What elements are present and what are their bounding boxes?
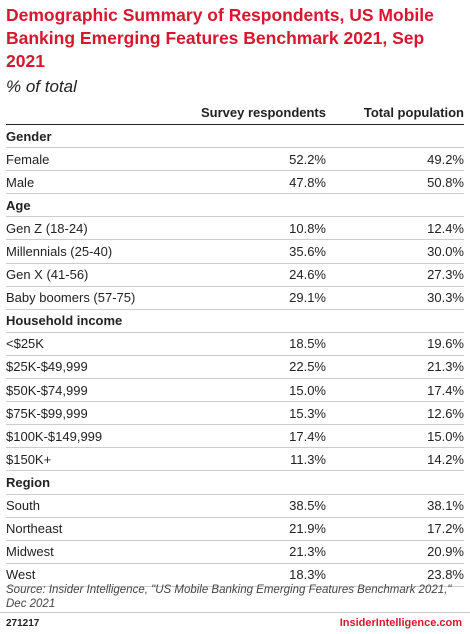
cell: 38.1%	[344, 494, 464, 518]
cell: 15.3%	[166, 401, 344, 426]
cell: 35.6%	[166, 239, 344, 264]
section-label: Region	[6, 470, 464, 495]
cell: 47.8%	[166, 170, 344, 195]
data-row: Gen Z (18-24) 10.8% 12.4%	[6, 216, 464, 241]
row-label: $25K-$49,999	[6, 355, 166, 380]
header-row: Survey respondents Total population	[6, 100, 464, 125]
data-row: West 18.3% 23.8%	[6, 563, 464, 587]
row-label: Millennials (25-40)	[6, 239, 166, 264]
cell: 38.5%	[166, 494, 344, 518]
data-row: Male 47.8% 50.8%	[6, 170, 464, 195]
subtitle: % of total	[6, 77, 77, 96]
cell: 17.4%	[344, 378, 464, 403]
row-label: $150K+	[6, 447, 166, 472]
section-label: Age	[6, 193, 464, 218]
cell: 21.3%	[166, 540, 344, 564]
cell: 10.8%	[166, 216, 344, 241]
cell: 30.3%	[344, 286, 464, 310]
section-row: Gender	[6, 124, 464, 149]
footer: 271217 InsiderIntelligence.com	[0, 612, 470, 634]
data-row: $100K-$149,999 17.4% 15.0%	[6, 424, 464, 449]
row-label: West	[6, 563, 166, 587]
cell: 15.0%	[166, 378, 344, 403]
data-row: South 38.5% 38.1%	[6, 494, 464, 518]
row-label: Female	[6, 147, 166, 172]
cell: 11.3%	[166, 447, 344, 472]
row-label: Gen Z (18-24)	[6, 216, 166, 241]
data-row: Northeast 21.9% 17.2%	[6, 517, 464, 541]
title: Demographic Summary of Respondents, US M…	[6, 5, 434, 71]
cell: 18.3%	[166, 563, 344, 587]
data-row: $150K+ 11.3% 14.2%	[6, 447, 464, 472]
cell: 12.6%	[344, 401, 464, 426]
data-row: Baby boomers (57-75) 29.1% 30.3%	[6, 286, 464, 310]
section-row: Household income	[6, 309, 464, 333]
data-row: <$25K 18.5% 19.6%	[6, 332, 464, 356]
cell: 14.2%	[344, 447, 464, 472]
cell: 18.5%	[166, 332, 344, 356]
cell: 22.5%	[166, 355, 344, 380]
cell: 12.4%	[344, 216, 464, 241]
cell: 17.2%	[344, 517, 464, 541]
cell: 24.6%	[166, 263, 344, 287]
row-label: <$25K	[6, 332, 166, 356]
cell: 21.9%	[166, 517, 344, 541]
cell: 50.8%	[344, 170, 464, 195]
row-label: $50K-$74,999	[6, 378, 166, 403]
data-row: Midwest 21.3% 20.9%	[6, 540, 464, 564]
corner	[6, 100, 166, 125]
data-table: Survey respondents Total population Gend…	[6, 100, 464, 587]
column-header: Survey respondents	[166, 100, 344, 125]
cell: 17.4%	[166, 424, 344, 449]
cell: 52.2%	[166, 147, 344, 172]
row-label: $100K-$149,999	[6, 424, 166, 449]
row-label: Midwest	[6, 540, 166, 564]
cell: 15.0%	[344, 424, 464, 449]
row-label: Gen X (41-56)	[6, 263, 166, 287]
cell: 49.2%	[344, 147, 464, 172]
cell: 30.0%	[344, 239, 464, 264]
row-label: South	[6, 494, 166, 518]
data-row: Female 52.2% 49.2%	[6, 147, 464, 172]
section-row: Age	[6, 193, 464, 218]
cell: 23.8%	[344, 563, 464, 587]
source: Source: Insider Intelligence, "US Mobile…	[6, 584, 452, 610]
section-label: Household income	[6, 309, 464, 333]
cell: 21.3%	[344, 355, 464, 380]
cell: 19.6%	[344, 332, 464, 356]
cell: 20.9%	[344, 540, 464, 564]
table-body: Gender Female 52.2% 49.2% Male 47.8% 50.8% Age G…	[6, 124, 464, 587]
data-row: Millennials (25-40) 35.6% 30.0%	[6, 239, 464, 264]
row-label: Northeast	[6, 517, 166, 541]
row-label: $75K-$99,999	[6, 401, 166, 426]
section-label: Gender	[6, 124, 464, 149]
data-row: $50K-$74,999 15.0% 17.4%	[6, 378, 464, 403]
column-header: Total population	[344, 100, 464, 125]
data-row: $75K-$99,999 15.3% 12.6%	[6, 401, 464, 426]
data-row: Gen X (41-56) 24.6% 27.3%	[6, 263, 464, 287]
data-row: $25K-$49,999 22.5% 21.3%	[6, 355, 464, 380]
brand: InsiderIntelligence.com	[339, 617, 462, 629]
row-label: Male	[6, 170, 166, 195]
cell: 27.3%	[344, 263, 464, 287]
row-label: Baby boomers (57-75)	[6, 286, 166, 310]
section-row: Region	[6, 470, 464, 495]
cell: 29.1%	[166, 286, 344, 310]
chart-id: 271217	[6, 618, 40, 629]
